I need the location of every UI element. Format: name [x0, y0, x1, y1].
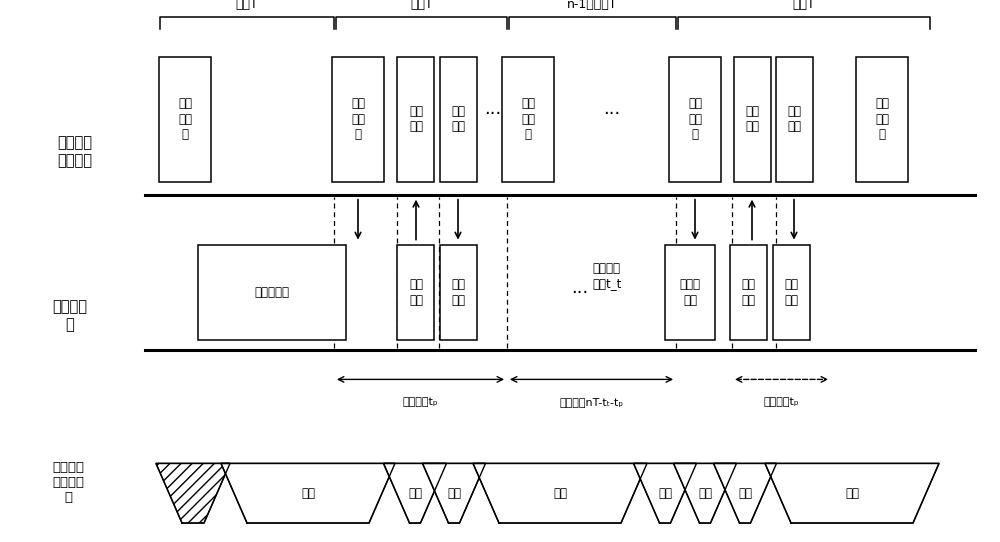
Text: 发送: 发送	[698, 487, 712, 500]
Polygon shape	[156, 463, 230, 523]
Text: 确认
发送: 确认 发送	[451, 105, 465, 133]
Text: 应答
发送: 应答 发送	[409, 279, 423, 307]
Text: 接收: 接收	[301, 487, 315, 500]
Polygon shape	[383, 463, 446, 523]
Bar	[856, 57, 908, 182]
Bar	[332, 57, 384, 182]
Text: 应答
接收: 应答 接收	[409, 105, 423, 133]
Text: 时隙T: 时隙T	[793, 0, 815, 11]
Text: 通信时间tₚ: 通信时间tₚ	[403, 397, 438, 406]
Bar	[198, 245, 346, 340]
Text: 关机: 关机	[553, 487, 567, 500]
Text: 接收: 接收	[738, 487, 752, 500]
Polygon shape	[765, 463, 939, 523]
Text: 广播
码发
送: 广播 码发 送	[688, 97, 702, 141]
Text: 数据
接收: 数据 接收	[784, 279, 798, 307]
Text: 时隙T: 时隙T	[236, 0, 258, 11]
Text: n-1个时隙T: n-1个时隙T	[567, 0, 618, 11]
Text: 广播码接收: 广播码接收	[254, 286, 290, 299]
Text: 通信时间tₚ: 通信时间tₚ	[764, 397, 799, 406]
Text: 接收时间
裕量t_t: 接收时间 裕量t_t	[592, 262, 621, 291]
Text: 接收: 接收	[447, 487, 461, 500]
Text: 中心控制
器时间轴: 中心控制 器时间轴	[58, 136, 92, 168]
Polygon shape	[422, 463, 486, 523]
Text: 数据
发送: 数据 发送	[741, 279, 755, 307]
Text: 数据
发送: 数据 发送	[787, 105, 801, 133]
Bar	[665, 245, 715, 340]
Text: 数据
接收: 数据 接收	[745, 105, 759, 133]
Bar	[773, 245, 810, 340]
Polygon shape	[473, 463, 647, 523]
Text: ···: ···	[571, 283, 589, 302]
Polygon shape	[714, 463, 776, 523]
Bar	[159, 57, 211, 182]
Text: 广播
码发
送: 广播 码发 送	[178, 97, 192, 141]
Text: 关机: 关机	[845, 487, 859, 500]
Bar	[734, 57, 770, 182]
Polygon shape	[634, 463, 696, 523]
Bar	[440, 57, 477, 182]
Text: 微功率无
线模块状
态: 微功率无 线模块状 态	[52, 461, 84, 504]
Bar	[730, 245, 767, 340]
Text: 广播
码发
送: 广播 码发 送	[875, 97, 889, 141]
Text: 接收: 接收	[658, 487, 672, 500]
Bar	[502, 57, 554, 182]
Text: 广播码
接收: 广播码 接收	[680, 279, 700, 307]
Polygon shape	[674, 463, 736, 523]
Text: 时间间隔nT-tₜ-tₚ: 时间间隔nT-tₜ-tₚ	[559, 397, 624, 406]
Bar	[440, 245, 477, 340]
Text: 确认
接收: 确认 接收	[451, 279, 465, 307]
Text: 发送: 发送	[408, 487, 422, 500]
Bar	[776, 57, 813, 182]
Text: 终端时间
轴: 终端时间 轴	[52, 300, 88, 332]
Polygon shape	[221, 463, 395, 523]
Text: ···: ···	[603, 105, 621, 123]
Text: 时隙T: 时隙T	[410, 0, 433, 11]
Bar	[669, 57, 721, 182]
Text: 广播
码发
送: 广播 码发 送	[351, 97, 365, 141]
Bar	[397, 57, 434, 182]
Bar	[397, 245, 434, 340]
Text: ···: ···	[484, 105, 502, 123]
Text: 广播
码发
送: 广播 码发 送	[521, 97, 535, 141]
